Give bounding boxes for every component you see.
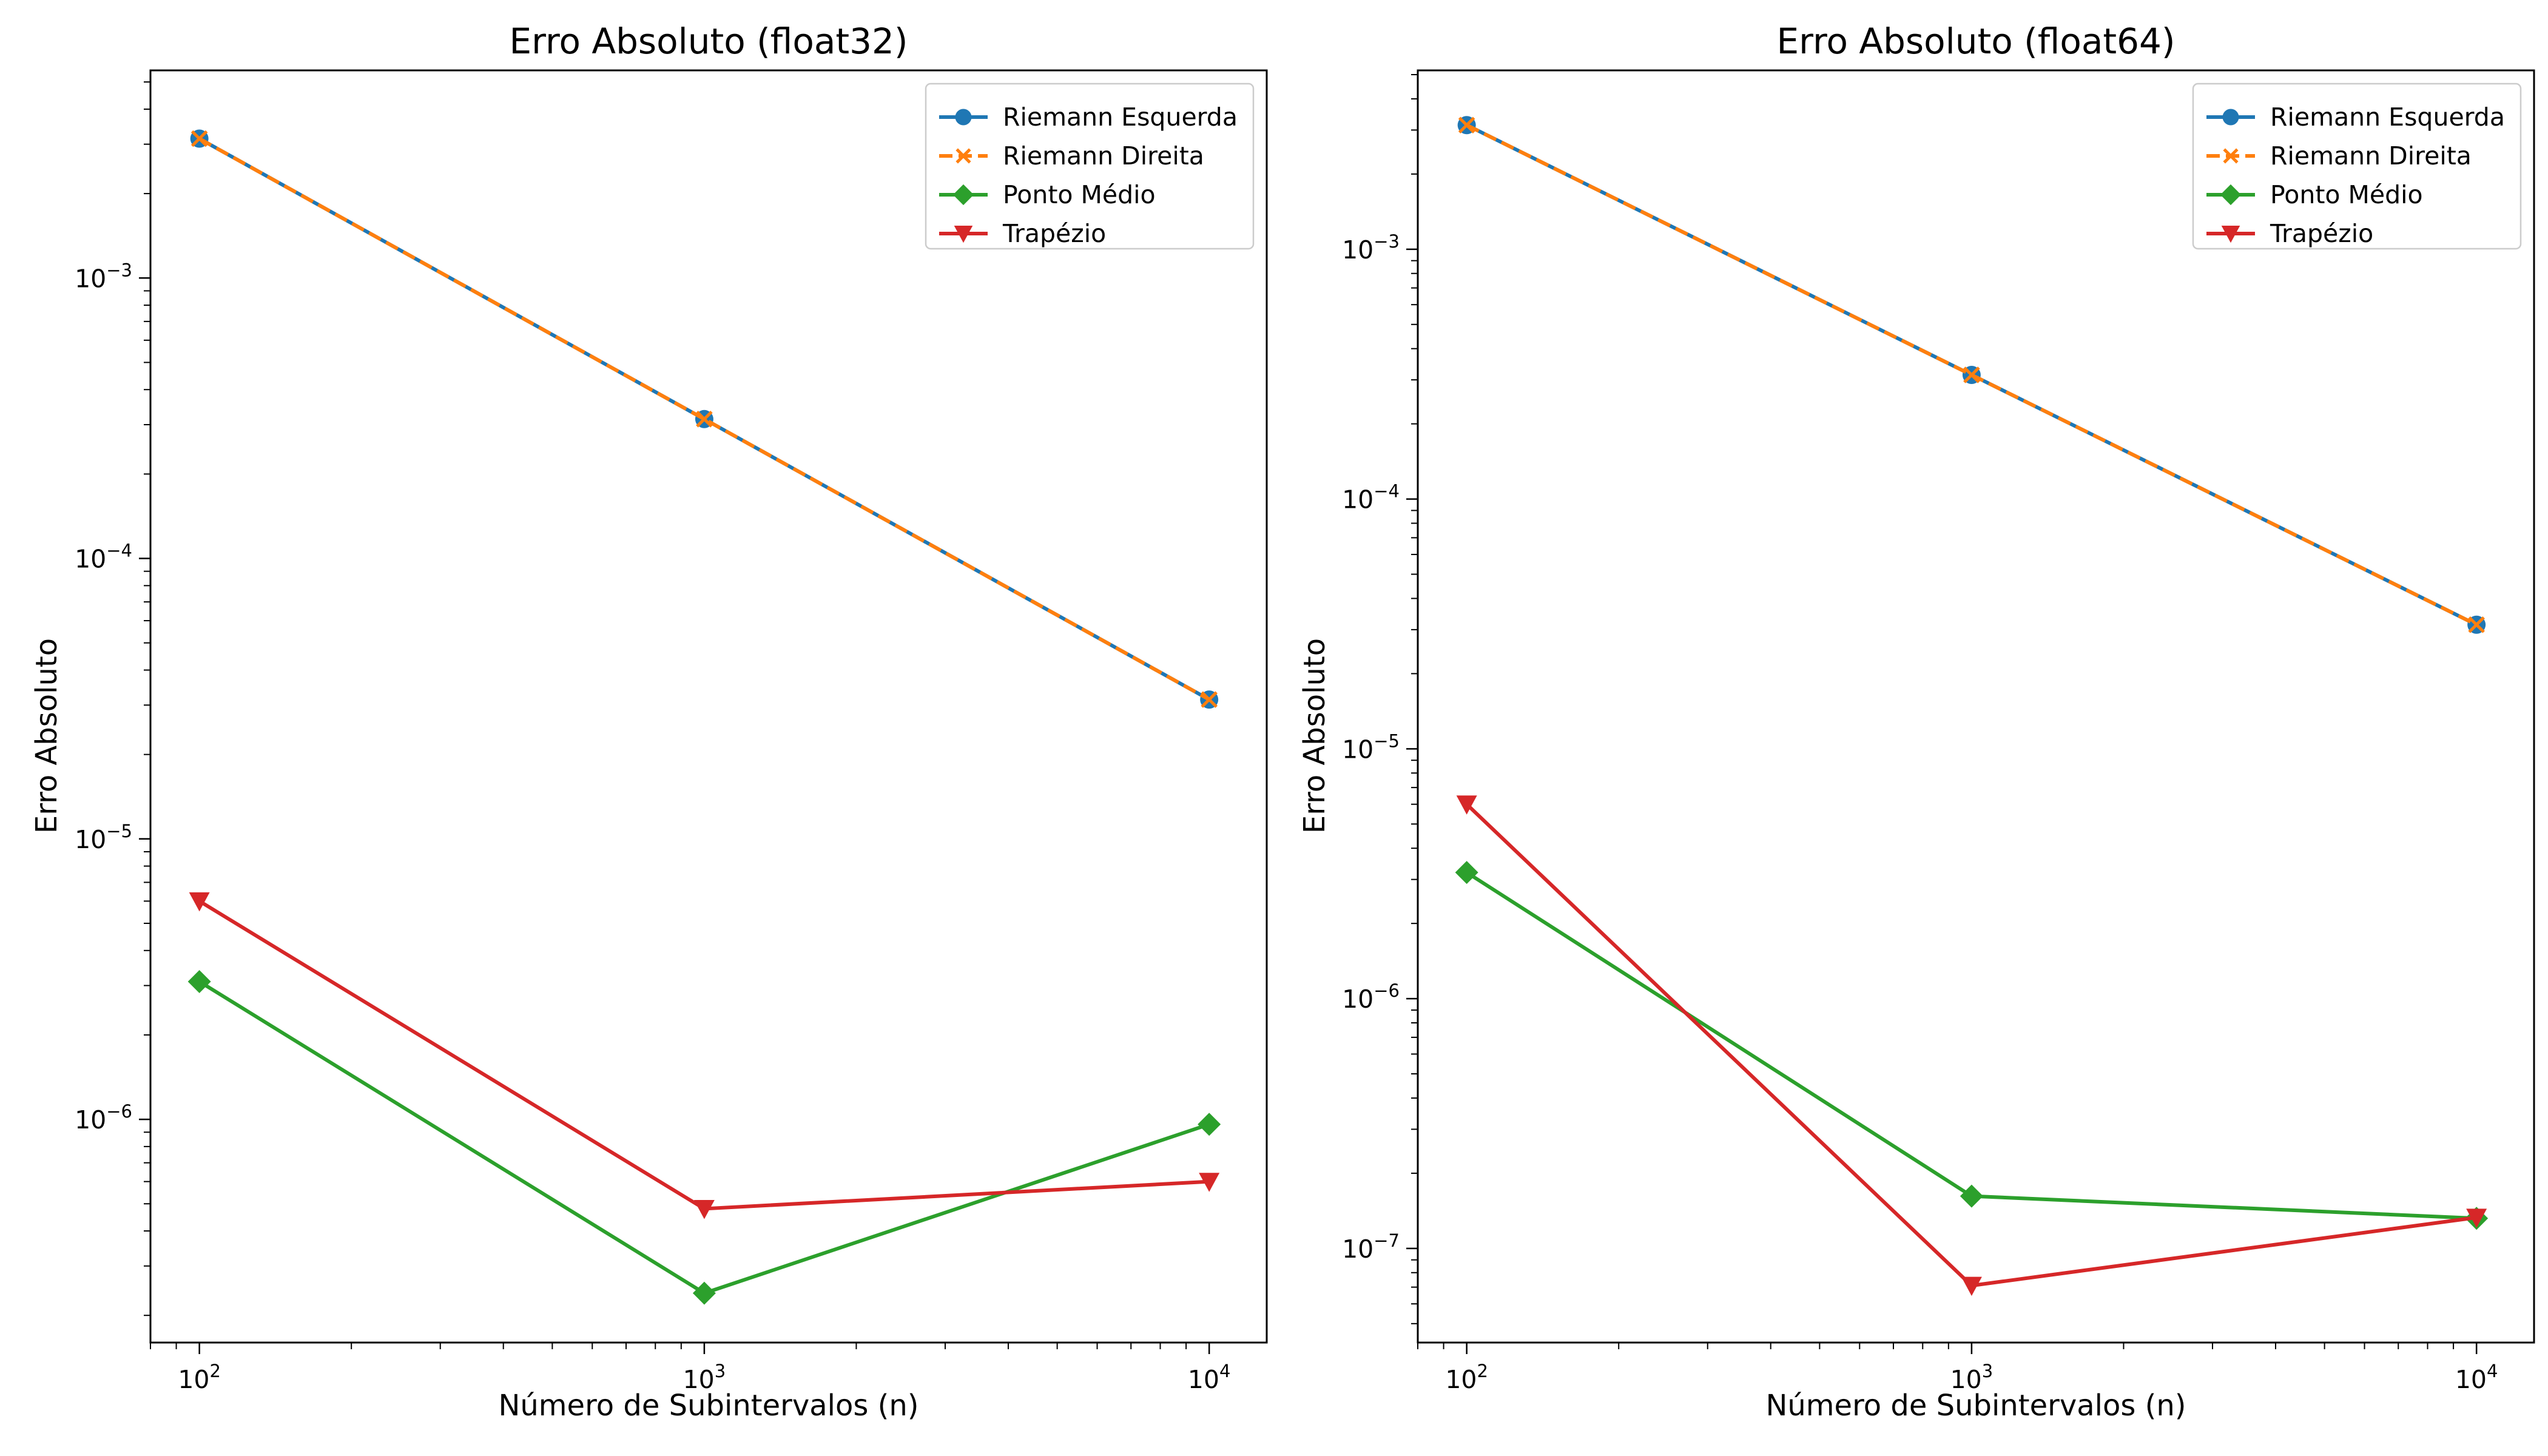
data-point	[2468, 616, 2485, 633]
plot-frame	[149, 69, 1268, 1344]
x-axis-label: Número de Subintervalos (n)	[1765, 1389, 2186, 1423]
data-point	[692, 1281, 716, 1305]
legend-marker	[2220, 184, 2242, 206]
data-point	[1963, 366, 1980, 383]
data-point	[2466, 1208, 2487, 1228]
legend-item-trapezio: Trapézio	[2206, 219, 2373, 248]
data-point	[1961, 1276, 1982, 1296]
series-ponto-medio	[187, 969, 1221, 1305]
data-point	[1199, 1173, 1220, 1192]
series-line	[198, 136, 1210, 701]
legend: Riemann Esquerda Riemann Direita Ponto Méd…	[925, 83, 1255, 250]
x-tick-label: 104	[1188, 1361, 1231, 1394]
legend-item-riemann-direita: Riemann Direita	[939, 141, 1204, 170]
data-point	[693, 1199, 715, 1219]
data-point	[1198, 1113, 1221, 1136]
chart-float64: Erro Absoluto (float64) Número de Subint…	[1298, 21, 2535, 1423]
y-tick-label: 10−6	[75, 1101, 132, 1134]
y-axis-label: Erro Absoluto	[30, 638, 64, 834]
x-axis-label: Número de Subintervalos (n)	[498, 1389, 918, 1423]
legend-label: Ponto Médio	[2270, 180, 2423, 209]
legend-marker	[2221, 225, 2240, 243]
legend-marker	[954, 225, 973, 243]
series-trapezio	[1456, 795, 2487, 1296]
legend-item-riemann-direita: Riemann Direita	[2206, 141, 2472, 170]
y-tick-label: 10−7	[1342, 1230, 1400, 1264]
series-riemann-direita	[190, 130, 1218, 708]
chart-title: Erro Absoluto (float32)	[509, 21, 908, 62]
legend-label: Riemann Esquerda	[1003, 103, 1238, 132]
data-point	[1960, 1184, 1983, 1208]
legend-label: Ponto Médio	[1003, 180, 1156, 209]
data-point	[189, 892, 210, 912]
legend-label: Trapézio	[1002, 219, 1106, 248]
data-point	[1456, 795, 1477, 815]
y-tick-label: 10−4	[1342, 481, 1400, 514]
legend-item-ponto-medio: Ponto Médio	[939, 180, 1156, 209]
legend-box	[925, 83, 1255, 250]
x-tick-label: 102	[178, 1361, 221, 1394]
data-point	[696, 411, 713, 428]
legend-item-riemann-esquerda: Riemann Esquerda	[2206, 103, 2505, 132]
legend-marker	[956, 148, 971, 164]
y-tick-label: 10−6	[1342, 980, 1400, 1014]
chart-title: Erro Absoluto (float64)	[1776, 21, 2175, 62]
y-tick-label: 10−5	[1342, 730, 1400, 764]
data-point	[1458, 116, 1475, 133]
x-tick-label: 103	[1950, 1361, 1994, 1394]
legend-marker	[955, 109, 972, 126]
legend-marker	[2222, 109, 2239, 126]
y-tick-label: 10−5	[75, 821, 132, 854]
legend-label: Riemann Esquerda	[2270, 103, 2505, 132]
x-tick-label: 104	[2455, 1361, 2498, 1394]
x-tick-label: 103	[683, 1361, 726, 1394]
legend-item-trapezio: Trapézio	[939, 219, 1106, 248]
legend-marker	[2223, 148, 2239, 164]
y-tick-label: 10−4	[75, 541, 132, 574]
y-tick-label: 10−3	[75, 260, 132, 293]
y-tick-label: 10−3	[1342, 231, 1400, 265]
data-point	[190, 130, 208, 147]
legend-label: Riemann Direita	[2270, 141, 2472, 170]
data-point	[1201, 691, 1218, 708]
legend-box	[2192, 83, 2522, 250]
plot-frame	[1417, 69, 2535, 1344]
y-axis-label: Erro Absoluto	[1298, 638, 1332, 834]
x-tick-label: 102	[1445, 1361, 1488, 1394]
legend-item-ponto-medio: Ponto Médio	[2206, 180, 2423, 209]
series-riemann-direita	[1458, 116, 2485, 633]
legend-label: Trapézio	[2270, 219, 2373, 248]
legend-item-riemann-esquerda: Riemann Esquerda	[939, 103, 1238, 132]
data-point	[187, 969, 211, 993]
legend: Riemann Esquerda Riemann Direita Ponto Méd…	[2192, 83, 2522, 250]
series-trapezio	[189, 892, 1220, 1219]
legend-label: Riemann Direita	[1003, 141, 1204, 170]
data-point	[1455, 861, 1478, 885]
chart-float32: Erro Absoluto (float32) Número de Subint…	[30, 21, 1268, 1423]
legend-marker	[952, 184, 974, 206]
